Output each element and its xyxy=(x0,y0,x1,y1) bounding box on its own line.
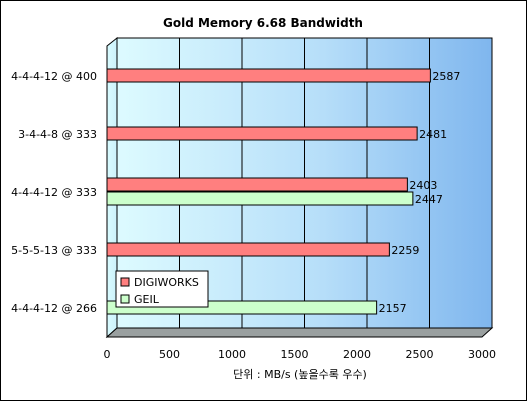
y-category-label: 4-4-4-12 @ 266 xyxy=(11,302,97,315)
legend: DIGIWORKS GEIL xyxy=(115,270,209,308)
chart-title: Gold Memory 6.68 Bandwidth xyxy=(163,16,363,30)
y-category-label: 4-4-4-12 @ 400 xyxy=(11,70,97,83)
bar-geil xyxy=(106,191,414,206)
y-axis-categories: 4-4-4-12 @ 400 3-4-4-8 @ 333 4-4-4-12 @ 33… xyxy=(11,70,97,315)
x-axis-ticks: 0 500 1000 1500 2000 2500 3000 xyxy=(104,348,497,361)
legend-box xyxy=(115,270,209,308)
bar-digiworks xyxy=(106,126,418,141)
y-category-label: 4-4-4-12 @ 333 xyxy=(11,186,97,199)
x-axis-label: 단위 : MB/s (높을수록 우수) xyxy=(233,368,367,381)
data-label: 2157 xyxy=(379,302,407,315)
data-label: 2447 xyxy=(415,193,443,206)
x-tick-label: 2500 xyxy=(406,348,434,361)
data-label: 2259 xyxy=(391,244,419,257)
bars xyxy=(106,68,431,315)
legend-swatch-geil xyxy=(120,294,130,304)
y-category-label: 5-5-5-13 @ 333 xyxy=(11,244,97,257)
bar-digiworks xyxy=(106,68,431,83)
x-tick-label: 500 xyxy=(159,348,180,361)
bar-digiworks xyxy=(106,177,408,192)
bar-digiworks xyxy=(106,242,390,257)
legend-label-digiworks: DIGIWORKS xyxy=(134,276,199,289)
legend-swatch-digiworks xyxy=(120,277,130,287)
x-tick-label: 2000 xyxy=(343,348,371,361)
x-tick-label: 1500 xyxy=(281,348,309,361)
x-tick-label: 0 xyxy=(104,348,111,361)
data-label: 2481 xyxy=(419,128,447,141)
y-category-label: 3-4-4-8 @ 333 xyxy=(18,128,97,141)
x-tick-label: 1000 xyxy=(218,348,246,361)
data-label: 2587 xyxy=(432,70,460,83)
data-label: 2403 xyxy=(409,179,437,192)
plot-floor xyxy=(105,327,494,338)
x-tick-label: 3000 xyxy=(468,348,496,361)
legend-label-geil: GEIL xyxy=(134,293,160,306)
